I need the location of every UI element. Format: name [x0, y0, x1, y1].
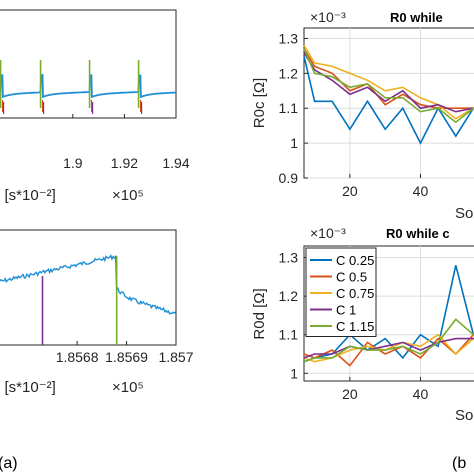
legend-label: C 1.15: [336, 319, 374, 334]
panel-a-top-xlabel: e [s*10⁻²]: [0, 187, 56, 204]
ytick-label: 1.3: [279, 250, 299, 266]
ytick-label: 1.1: [279, 327, 299, 343]
panel-a-bottom-x-exponent: ×10⁵: [112, 379, 144, 396]
panel-b-top-title: R0 while: [390, 10, 443, 25]
trace-line-blue: [0, 254, 176, 315]
panel-b-bottom-ylabel: R0d [Ω]: [251, 288, 268, 339]
series-line-C-0_5: [303, 48, 474, 109]
panel-label-a: (a): [0, 455, 18, 472]
a-top-xtick-label: 1.9: [63, 155, 83, 171]
a-bottom-xtick-label: 1.8569: [105, 349, 148, 365]
panel-a-bottom-plot: 1.8568 1.8569 1.857 e [s*10⁻²] ×10⁵: [0, 229, 194, 396]
ytick-label: 1.2: [279, 288, 299, 304]
panel-b-top-plot: ×10⁻³ R0 while 0.9 1 1.1 1.2 1.3 20 40 R0c [Ω]…: [251, 9, 474, 222]
a-top-xtick-label: 1.94: [162, 155, 189, 171]
series-line-C-1_15: [303, 318, 474, 363]
panel-a-top-x-exponent: ×10⁵: [112, 187, 144, 204]
xtick-label: 40: [413, 183, 429, 199]
panel-a-top-frame: [0, 9, 177, 119]
ytick-label: 1.1: [279, 100, 299, 116]
series-line-C-0_75: [303, 44, 474, 120]
panel-b-bottom-xlabel: So: [455, 407, 473, 424]
panel-b-bottom-frame: [303, 245, 474, 382]
a-bottom-xtick-label: 1.8568: [56, 349, 99, 365]
xtick-label: 20: [342, 386, 358, 402]
legend-label: C 0.5: [336, 270, 367, 285]
panel-b-bottom-legend: C 0.25 C 0.5C 0.75 C 1C 1.15: [305, 247, 377, 337]
trace-line-blue: [0, 73, 176, 99]
a-bottom-xtick-label: 1.857: [158, 349, 193, 365]
series-line-C-0_5: [303, 333, 474, 367]
xtick-label: 40: [413, 386, 429, 402]
ytick-label: 1.3: [279, 30, 299, 46]
series-line-C-1_15: [303, 48, 474, 124]
panel-b-bottom-y-exponent: ×10⁻³: [310, 225, 346, 241]
legend-label: C 0.25: [336, 253, 374, 268]
panel-a-bottom-frame: [0, 229, 177, 346]
legend-label: C 0.75: [336, 286, 374, 301]
ytick-label: 1.2: [279, 65, 299, 81]
panel-b-top-y-exponent: ×10⁻³: [310, 9, 346, 25]
ytick-label: 0.9: [279, 170, 299, 186]
panel-a-top-plot: 1.9 1.92 1.94 e [s*10⁻²] ×10⁵: [0, 9, 190, 204]
panel-b-top-xlabel: So: [455, 205, 473, 222]
panel-b-bottom-plot: ×10⁻³ R0 while c 11.11.21.320 40 R0d [Ω] …: [251, 225, 474, 424]
a-top-xtick-label: 1.92: [111, 155, 138, 171]
series-line-C-1: [303, 51, 474, 113]
ytick-label: 1: [290, 365, 298, 381]
panel-a-bottom-xlabel: e [s*10⁻²]: [0, 379, 56, 396]
panel-b-bottom-title: R0 while c: [386, 226, 450, 241]
series-line-C-1: [303, 337, 474, 359]
panel-b-top-ylabel: R0c [Ω]: [251, 78, 268, 128]
xtick-label: 20: [342, 183, 358, 199]
series-line-C-0_25: [303, 55, 474, 145]
panel-label-b: (b: [452, 455, 466, 472]
legend-label: C 1: [336, 303, 356, 318]
ytick-label: 1: [290, 135, 298, 151]
